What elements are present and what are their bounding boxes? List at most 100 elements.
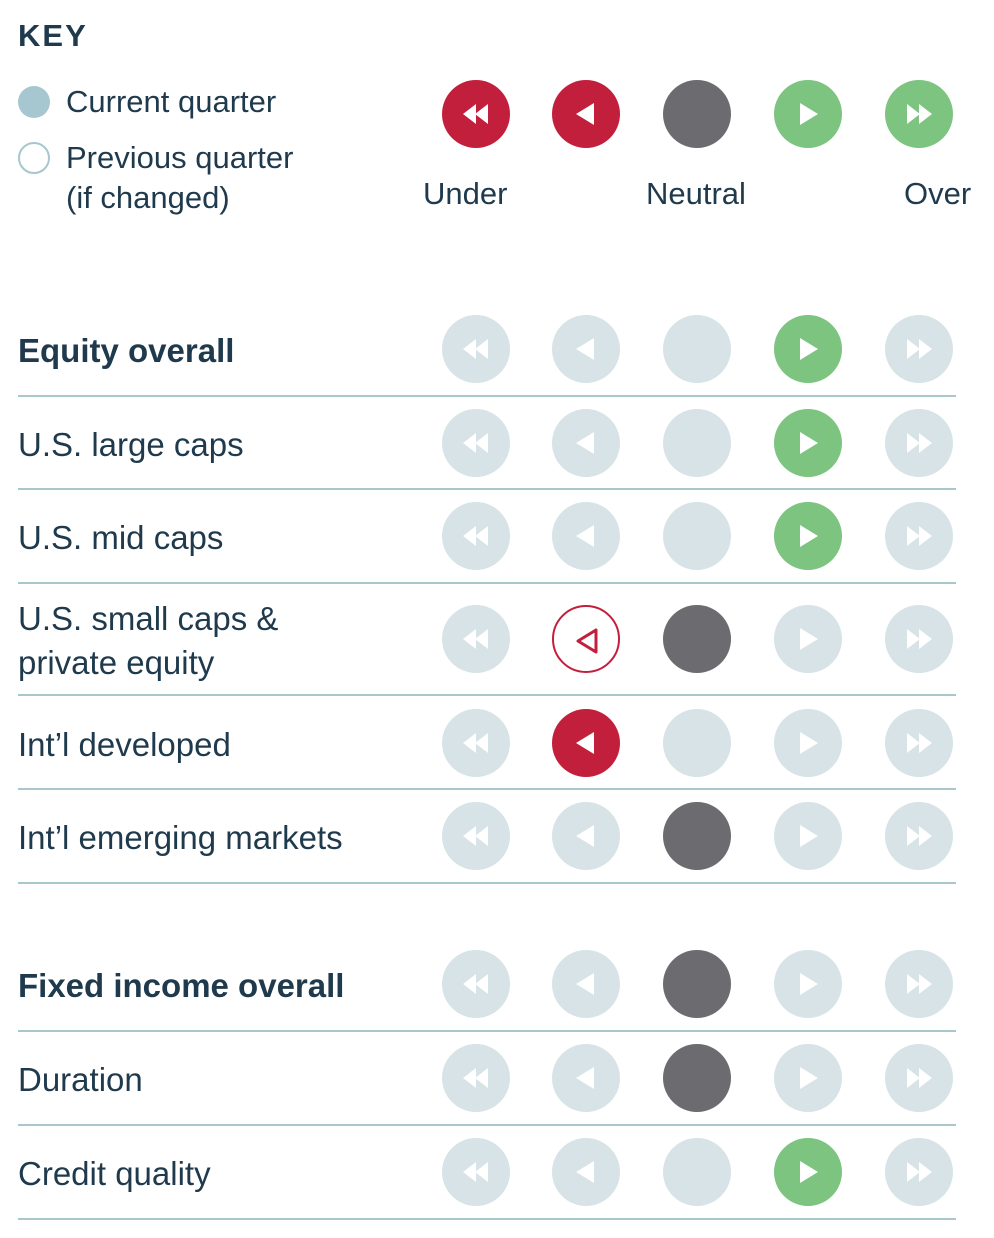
under-indicator <box>552 1138 620 1206</box>
row-label-line: Equity overall <box>18 332 235 369</box>
legend-current-label: Current quarter <box>66 84 277 119</box>
under-indicator <box>552 802 620 870</box>
row-label: Fixed income overall <box>18 964 344 1008</box>
strong-over-indicator <box>885 709 953 777</box>
under-indicator <box>552 605 620 673</box>
row-label-line: Credit quality <box>18 1155 211 1192</box>
left-arrow-icon <box>576 825 594 847</box>
double-left-arrow-icon <box>463 1162 488 1182</box>
strong-over-indicator <box>885 502 953 570</box>
legend-previous-note: (if changed) <box>66 180 230 215</box>
strong-under-indicator <box>442 605 510 673</box>
strong-over-indicator <box>885 802 953 870</box>
double-right-arrow-icon <box>907 629 932 649</box>
row-label: U.S. mid caps <box>18 516 223 560</box>
left-arrow-icon <box>576 338 594 360</box>
double-right-arrow-icon <box>907 339 932 359</box>
row-label-line: private equity <box>18 644 215 681</box>
right-arrow-icon <box>800 1067 818 1089</box>
row-label: Int’l developed <box>18 723 231 767</box>
strong-over-indicator <box>885 950 953 1018</box>
scale-label-neutral: Neutral <box>646 176 746 211</box>
row-divider <box>18 1124 956 1126</box>
right-arrow-icon <box>800 825 818 847</box>
row-divider <box>18 395 956 397</box>
over-indicator <box>774 315 842 383</box>
row-label-line: U.S. mid caps <box>18 519 224 556</box>
scale-label-under: Under <box>423 176 508 211</box>
row-divider <box>18 1218 956 1220</box>
strong-under-indicator <box>442 1138 510 1206</box>
over-indicator <box>774 605 842 673</box>
row-label-line: Duration <box>18 1061 143 1098</box>
strong-over-indicator <box>885 409 953 477</box>
double-right-arrow-icon <box>907 104 932 124</box>
strong-under-indicator <box>442 502 510 570</box>
row-label: U.S. large caps <box>18 423 244 467</box>
row-divider <box>18 788 956 790</box>
left-arrow-icon <box>576 973 594 995</box>
strong-over-indicator <box>885 315 953 383</box>
strong-over-indicator <box>885 605 953 673</box>
strong-over-indicator <box>885 1044 953 1112</box>
row-divider <box>18 1030 956 1032</box>
right-arrow-icon <box>800 432 818 454</box>
row-label-line: U.S. large caps <box>18 426 244 463</box>
neutral-indicator <box>663 802 731 870</box>
strong-under-indicator <box>442 709 510 777</box>
left-arrow-icon <box>576 103 594 125</box>
double-right-arrow-icon <box>907 1162 932 1182</box>
right-arrow-icon <box>800 628 818 650</box>
left-arrow-icon <box>576 525 594 547</box>
strong-under-indicator <box>442 802 510 870</box>
over-indicator <box>774 1044 842 1112</box>
right-arrow-icon <box>800 732 818 754</box>
double-left-arrow-icon <box>463 974 488 994</box>
under-indicator <box>552 709 620 777</box>
double-right-arrow-icon <box>907 1068 932 1088</box>
row-label-line: Int’l emerging markets <box>18 819 343 856</box>
double-right-arrow-icon <box>907 526 932 546</box>
double-right-arrow-icon <box>907 733 932 753</box>
row-divider <box>18 694 956 696</box>
double-left-arrow-icon <box>463 526 488 546</box>
neutral-indicator <box>663 950 731 1018</box>
neutral-indicator <box>663 409 731 477</box>
scale-label-over: Over <box>904 176 972 211</box>
strong-under-indicator <box>442 80 510 148</box>
neutral-indicator <box>663 1138 731 1206</box>
under-indicator <box>552 1044 620 1112</box>
filled-circle-icon <box>18 86 50 118</box>
neutral-indicator <box>663 1044 731 1112</box>
under-indicator <box>552 950 620 1018</box>
key-title: KEY <box>18 18 88 53</box>
under-indicator <box>552 502 620 570</box>
row-label: Equity overall <box>18 329 234 373</box>
strong-over-indicator <box>885 1138 953 1206</box>
strong-under-indicator <box>442 950 510 1018</box>
left-arrow-icon <box>576 432 594 454</box>
strong-under-indicator <box>442 1044 510 1112</box>
right-arrow-icon <box>800 103 818 125</box>
neutral-indicator <box>663 315 731 383</box>
double-left-arrow-icon <box>463 733 488 753</box>
double-left-arrow-icon <box>463 433 488 453</box>
legend-current-quarter: Current quarter <box>18 82 276 122</box>
legend-previous-label: Previous quarter <box>66 140 294 175</box>
neutral-indicator <box>663 605 731 673</box>
right-arrow-icon <box>800 973 818 995</box>
over-indicator <box>774 1138 842 1206</box>
double-right-arrow-icon <box>907 974 932 994</box>
over-indicator <box>774 950 842 1018</box>
neutral-indicator <box>663 709 731 777</box>
neutral-indicator <box>663 80 731 148</box>
double-left-arrow-icon <box>463 339 488 359</box>
row-divider <box>18 882 956 884</box>
under-indicator <box>552 80 620 148</box>
left-arrow-icon <box>576 628 598 654</box>
row-label-line: Int’l developed <box>18 726 231 763</box>
over-indicator <box>774 802 842 870</box>
double-left-arrow-icon <box>463 629 488 649</box>
outline-circle-icon <box>18 142 50 174</box>
right-arrow-icon <box>800 525 818 547</box>
